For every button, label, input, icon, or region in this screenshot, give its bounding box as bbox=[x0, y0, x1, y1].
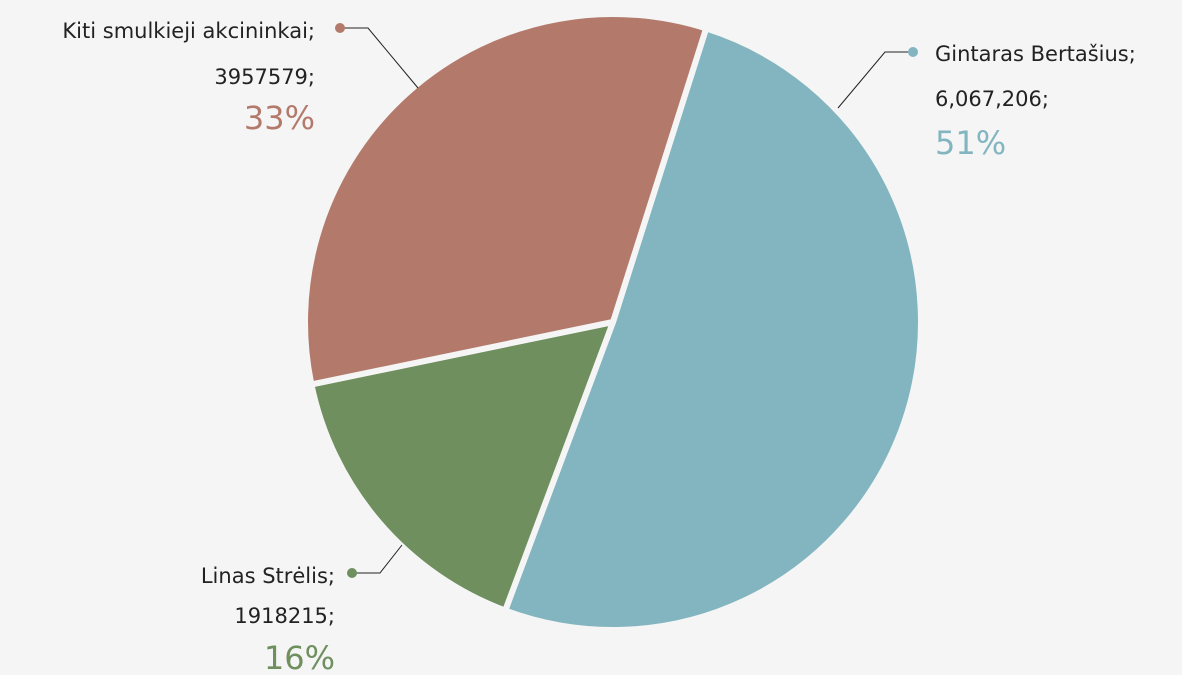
slice-percent: 16% bbox=[264, 639, 335, 675]
pie-slice bbox=[502, 25, 925, 633]
pie-slice bbox=[308, 319, 616, 614]
leader-line bbox=[837, 51, 913, 109]
slice-name: Gintaras Bertašius; bbox=[935, 42, 1136, 66]
leader-line bbox=[352, 544, 403, 574]
slice-percent: 33% bbox=[244, 99, 315, 137]
slice-name: Linas Strėlis; bbox=[201, 564, 335, 588]
slice-value: 3957579; bbox=[214, 65, 315, 89]
slice-name: Kiti smulkieji akcininkai; bbox=[62, 19, 315, 43]
leader-dot bbox=[347, 568, 357, 578]
leader-dot bbox=[335, 23, 345, 33]
slice-value: 1918215; bbox=[234, 604, 335, 628]
pie-slice bbox=[302, 11, 710, 388]
leader-line bbox=[340, 27, 419, 89]
slice-value: 6,067,206; bbox=[935, 87, 1049, 111]
leader-dot bbox=[908, 47, 918, 57]
slice-percent: 51% bbox=[935, 124, 1006, 162]
